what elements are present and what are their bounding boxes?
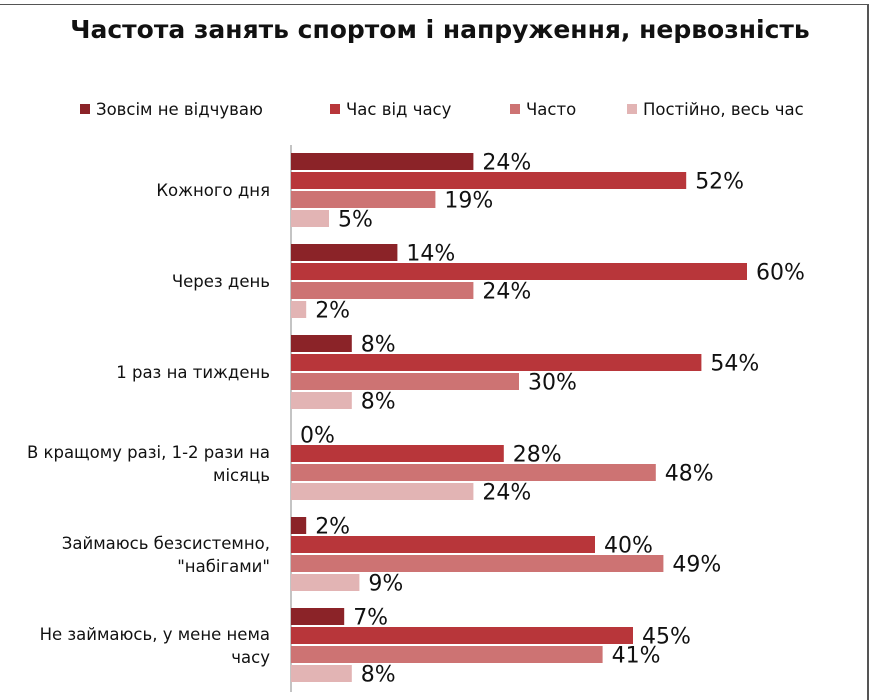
- legend-label: Зовсім не відчуваю: [96, 99, 263, 119]
- legend-item-3: Часто: [510, 96, 576, 122]
- frame-border-right: [867, 4, 869, 700]
- data-label: 30%: [528, 371, 577, 396]
- bar: [291, 445, 504, 462]
- data-label: 14%: [406, 242, 455, 267]
- bar: [291, 392, 352, 409]
- legend-item-4: Постійно, весь час: [627, 96, 804, 122]
- legend-label: Постійно, весь час: [643, 99, 804, 119]
- bar: [291, 373, 519, 390]
- legend-swatch: [510, 104, 520, 114]
- bar: [291, 574, 360, 591]
- category-label: Через день: [171, 272, 270, 291]
- data-label: 8%: [361, 390, 396, 415]
- data-label: 28%: [513, 443, 562, 468]
- bar: [291, 646, 603, 663]
- bar: [291, 282, 474, 299]
- bar: [291, 153, 474, 170]
- data-label: 2%: [315, 299, 350, 324]
- data-label: 49%: [672, 553, 721, 578]
- bar: [291, 555, 664, 572]
- data-label: 45%: [642, 625, 691, 650]
- category-label: 1 раз на тиждень: [116, 363, 270, 382]
- bar: [291, 627, 633, 644]
- data-label: 24%: [482, 151, 531, 176]
- data-label: 24%: [482, 280, 531, 305]
- data-label: 7%: [353, 606, 388, 631]
- bar: [291, 665, 352, 682]
- data-label: 8%: [361, 333, 396, 358]
- bar: [291, 263, 747, 280]
- data-label: 48%: [665, 462, 714, 487]
- category-label: Не займаюсь, у мене нема часу: [39, 624, 270, 667]
- bar: [291, 536, 595, 553]
- data-label: 8%: [361, 663, 396, 688]
- data-label: 54%: [710, 352, 759, 377]
- data-label: 0%: [300, 424, 335, 449]
- frame-border-top: [0, 4, 869, 5]
- bar: [291, 244, 398, 261]
- category-label: Кожного дня: [156, 181, 270, 200]
- chart-title: Частота занять спортом і напруження, нер…: [70, 15, 810, 44]
- category-label: Займаюсь безсистемно, "набігами": [61, 533, 270, 576]
- data-label: 60%: [756, 261, 805, 286]
- bar: [291, 172, 687, 189]
- legend-label: Час від часу: [346, 99, 452, 119]
- bar: [291, 517, 307, 534]
- legend-item-2: Час від часу: [330, 96, 451, 122]
- bar: [291, 335, 352, 352]
- bar: [291, 301, 307, 318]
- legend-swatch: [330, 104, 340, 114]
- data-label: 40%: [604, 534, 653, 559]
- data-label: 9%: [368, 572, 403, 597]
- bar: [291, 354, 702, 371]
- category-label: В кращому разі, 1-2 рази на місяць: [26, 442, 270, 485]
- data-label: 41%: [612, 644, 661, 669]
- legend-item-1: Зовсім не відчуваю: [80, 96, 263, 122]
- data-label: 52%: [695, 170, 744, 195]
- data-label: 5%: [338, 208, 373, 233]
- data-label: 2%: [315, 515, 350, 540]
- legend-swatch: [627, 104, 637, 114]
- bar: [291, 210, 329, 227]
- data-label: 19%: [444, 189, 493, 214]
- legend-swatch: [80, 104, 90, 114]
- bar: [291, 608, 345, 625]
- bar: [291, 483, 474, 500]
- legend: Зовсім не відчуваю Час від часу Часто Пості…: [0, 96, 869, 122]
- bar: [291, 464, 656, 481]
- data-label: 24%: [482, 481, 531, 506]
- legend-label: Часто: [526, 99, 577, 119]
- bar: [291, 191, 436, 208]
